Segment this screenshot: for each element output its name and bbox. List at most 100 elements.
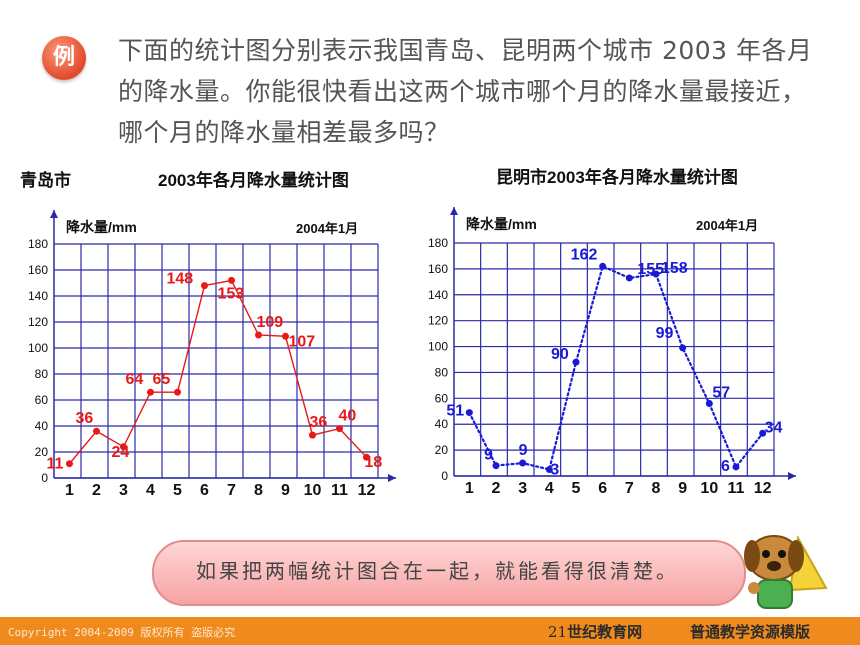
- y-tick-label: 100: [28, 341, 48, 355]
- data-point: [492, 462, 500, 470]
- x-tick-label: 8: [652, 480, 661, 497]
- y-tick-label: 160: [28, 263, 48, 277]
- x-tick-label: 8: [254, 482, 263, 499]
- data-point: [572, 358, 580, 366]
- series-line: [468, 264, 764, 471]
- footer-bar: [0, 617, 860, 645]
- data-point: [652, 270, 660, 278]
- data-point: [599, 262, 607, 270]
- data-label: 148: [167, 271, 194, 288]
- x-tick-label: 9: [281, 482, 290, 499]
- gridlines: [54, 243, 379, 479]
- data-label: 36: [310, 414, 328, 431]
- x-tick-label: 10: [304, 482, 322, 499]
- problem-line-3: 哪个月的降水量相差最多吗？: [118, 118, 450, 147]
- y-tick-label: 20: [435, 443, 449, 457]
- footer-site-name: 21世纪教育网: [548, 621, 642, 642]
- data-label: 99: [656, 325, 674, 342]
- x-tick-label: 12: [358, 482, 376, 499]
- y-axis-label: 降水量/mm: [66, 219, 137, 235]
- x-tick-label: 3: [518, 480, 527, 497]
- x-tick-label: 4: [146, 482, 155, 499]
- data-label: 153: [218, 285, 245, 302]
- footer-site-text: 世纪教育网: [567, 623, 643, 641]
- data-label: 34: [765, 419, 783, 436]
- data-point: [309, 431, 316, 439]
- example-badge: 例: [42, 36, 86, 80]
- data-label: 107: [289, 333, 316, 350]
- y-tick-label: 120: [428, 314, 448, 328]
- y-tick-label: 120: [28, 315, 48, 329]
- data-point: [147, 388, 154, 396]
- dog-mascot-icon: [744, 534, 828, 609]
- data-point: [66, 460, 73, 468]
- footer-brand: 普通教学资源模版: [690, 623, 811, 641]
- speech-bubble-text: 如果把两幅统计图合在一起，就能看得很清楚。: [196, 559, 679, 583]
- data-label: 36: [76, 410, 94, 427]
- data-label: 3: [550, 462, 559, 479]
- y-tick-label: 80: [35, 367, 49, 381]
- x-tick-label: 11: [728, 480, 745, 497]
- y-tick-label: 180: [428, 236, 448, 250]
- data-point: [93, 427, 100, 435]
- data-label: 24: [112, 444, 130, 461]
- x-tick-label: 7: [625, 480, 634, 497]
- top-bar: [0, 0, 860, 22]
- data-point: [625, 274, 633, 282]
- x-tick-label: 10: [700, 480, 718, 497]
- x-tick-label: 1: [65, 482, 74, 499]
- y-tick-label: 40: [35, 419, 49, 433]
- x-tick-label: 1: [465, 480, 474, 497]
- y-axis-arrow: [450, 207, 458, 215]
- x-tick-label: 6: [200, 482, 209, 499]
- problem-text: 下面的统计图分别表示我国青岛、昆明两个城市 2003 年各月 的降水量。你能很快…: [118, 30, 838, 153]
- x-tick-label: 4: [545, 480, 554, 497]
- x-tick-label: 3: [119, 482, 128, 499]
- data-point: [201, 282, 208, 290]
- y-tick-label: 60: [35, 393, 49, 407]
- data-label: 90: [551, 346, 569, 363]
- data-label: 11: [47, 456, 64, 473]
- x-axis-arrow: [788, 472, 796, 480]
- x-tick-label: 2: [492, 480, 501, 497]
- x-tick-label: 9: [678, 480, 687, 497]
- data-label: 6: [721, 458, 730, 475]
- data-label: 9: [484, 447, 493, 464]
- data-point: [174, 388, 181, 396]
- footer-site-number: 21: [548, 623, 568, 641]
- x-tick-label: 12: [754, 480, 772, 497]
- gridlines: [454, 242, 775, 477]
- y-tick-label: 20: [35, 445, 49, 459]
- data-point: [120, 443, 127, 451]
- data-label: 57: [712, 385, 730, 402]
- qingdao-chart-title: 2003年各月降水量统计图: [158, 171, 349, 190]
- data-point: [228, 276, 235, 284]
- data-point: [732, 463, 740, 471]
- data-point: [255, 331, 262, 339]
- y-tick-label: 0: [41, 471, 48, 485]
- y-axis-arrow: [50, 210, 58, 218]
- y-tick-label: 140: [428, 288, 448, 302]
- data-point: [759, 429, 767, 437]
- y-tick-label: 180: [28, 237, 48, 251]
- problem-line-1: 下面的统计图分别表示我国青岛、昆明两个城市 2003 年各月: [118, 36, 813, 65]
- x-tick-label: 2: [92, 482, 101, 499]
- x-tick-label: 5: [572, 480, 581, 497]
- x-tick-label: 5: [173, 482, 182, 499]
- data-label: 162: [571, 246, 598, 263]
- y-tick-label: 100: [428, 340, 448, 354]
- y-tick-label: 140: [28, 289, 48, 303]
- chart-note: 2004年1月: [296, 221, 358, 236]
- series-line: [68, 279, 368, 465]
- data-point: [465, 409, 473, 417]
- data-label: 65: [153, 371, 171, 388]
- data-point: [363, 453, 370, 461]
- data-point: [336, 425, 343, 433]
- kunming-chart-title: 昆明市2003年各月降水量统计图: [496, 168, 738, 187]
- problem-line-2: 的降水量。你能很快看出这两个城市哪个月的降水量最接近，: [118, 77, 807, 106]
- x-tick-label: 6: [598, 480, 607, 497]
- y-tick-label: 40: [435, 417, 449, 431]
